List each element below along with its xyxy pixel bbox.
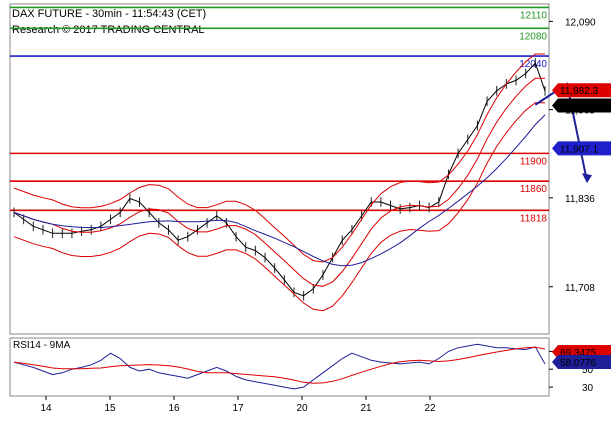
level-label-11900: 11900 [520, 156, 548, 167]
x-tick-label-22: 22 [424, 403, 436, 414]
price-badge-bg-0 [552, 83, 611, 98]
chart-title: DAX FUTURE - 30min - 11:54:43 (CET) [12, 8, 207, 20]
rsi-line [13, 343, 546, 390]
price-badge-label-1: 11,980.5 [560, 101, 599, 112]
bollinger-upper-line [13, 53, 545, 263]
moving-average-line [13, 114, 546, 267]
rsi-badge-label-1: 58.0776 [560, 358, 597, 369]
level-label-11860: 11860 [520, 184, 548, 195]
price-badge-bg-1 [552, 98, 611, 113]
price-series-line [13, 62, 546, 297]
price-tick-label-2: 11,836 [565, 194, 595, 205]
x-tick-label-21: 21 [360, 403, 372, 414]
price-badge-bg-2 [552, 141, 611, 156]
x-tick-label-20: 20 [296, 403, 308, 414]
level-label-12080: 12080 [519, 31, 547, 42]
x-tick-label-15: 15 [104, 403, 116, 414]
rsi-panel-frame [9, 337, 550, 397]
rsi-tick-label-2: 30 [582, 383, 594, 394]
forecast-arrow-head [582, 173, 592, 184]
level-label-11818: 11818 [520, 213, 548, 224]
price-tick-label-0: 12,090 [565, 17, 596, 28]
x-tick-label-17: 17 [232, 403, 244, 414]
rsi-badge-label-0: 69.3475 [560, 348, 597, 359]
price-badge-label-0: 11,982.3 [560, 86, 599, 97]
rsi-badge-bg-1 [552, 355, 611, 370]
level-label-12110: 12110 [520, 10, 548, 21]
price-tick-label-3: 11,708 [565, 283, 595, 294]
rsi-panel-label: RSI14 - 9MA [13, 340, 71, 351]
rsi-tick-label-1: 50 [582, 365, 594, 376]
research-credit: Research © 2017 TRADING CENTRAL [12, 24, 205, 36]
x-tick-label-14: 14 [40, 403, 52, 414]
bollinger-middle-line [13, 77, 545, 287]
bollinger-lower-line [13, 102, 545, 312]
price-badge-label-2: 11,907.1 [560, 144, 599, 155]
rsi-ma-line [13, 346, 546, 384]
price-panel-frame [9, 3, 550, 335]
x-tick-label-16: 16 [168, 403, 180, 414]
